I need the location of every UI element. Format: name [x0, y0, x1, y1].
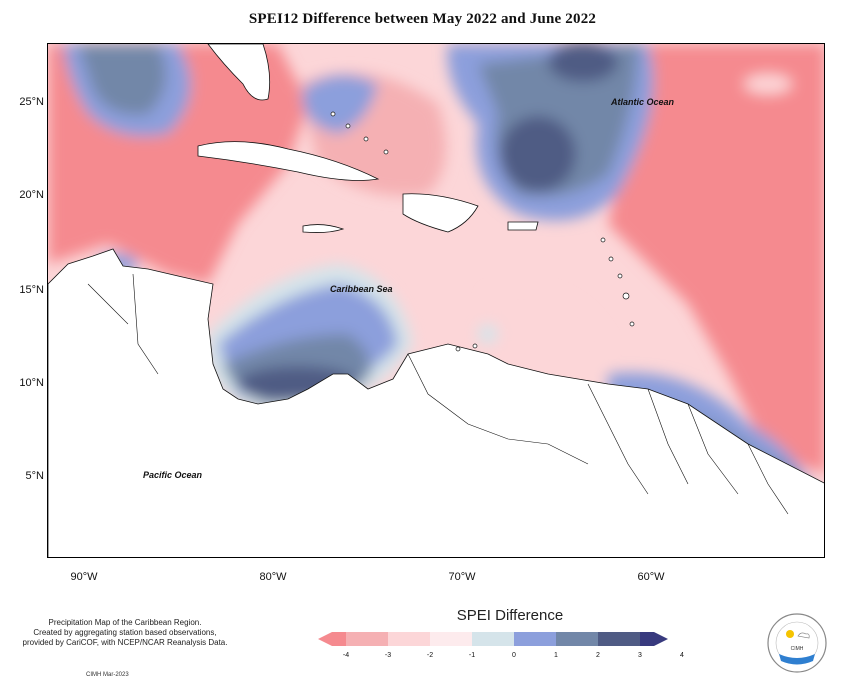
- lon-label-80w: 80°W: [259, 571, 287, 583]
- legend-swatch: [556, 632, 598, 646]
- legend-tick-label: -3: [384, 652, 392, 659]
- legend-swatch: [598, 632, 640, 646]
- lat-label-25n: 25°N: [19, 96, 44, 108]
- legend-swatch: [514, 632, 556, 646]
- pacific-ocean-label: Pacific Ocean: [143, 470, 203, 480]
- legend-swatch: [346, 632, 388, 646]
- legend-swatch: [472, 632, 514, 646]
- cimh-logo: CIMH: [767, 613, 827, 673]
- legend-tick-label: 4: [680, 652, 684, 659]
- wave-icon: [779, 654, 815, 665]
- legend-tick-label: 1: [554, 652, 558, 659]
- small-islands: [330, 111, 635, 352]
- legend-tick-label: 3: [638, 652, 642, 659]
- legend-swatch: [318, 632, 346, 646]
- logo-text: CIMH: [791, 646, 804, 652]
- legend-colorbar: [318, 632, 668, 646]
- footnote-line-2: Created by aggregating station based obs…: [33, 628, 217, 637]
- atlantic-ocean-label: Atlantic Ocean: [611, 97, 675, 107]
- spei-map: [47, 43, 825, 558]
- footnote-line-3: provided by CariCOF, with NCEP/NCAR Rean…: [22, 638, 228, 647]
- lat-label-5n: 5°N: [25, 470, 44, 482]
- lon-label-90w: 90°W: [70, 571, 98, 583]
- landmass-outlines: [48, 44, 824, 557]
- credit-text: CIMH Mar-2023: [86, 672, 129, 678]
- legend-swatch: [640, 632, 668, 646]
- map-footnote: Precipitation Map of the Caribbean Regio…: [0, 618, 250, 648]
- legend-tick-label: -4: [342, 652, 350, 659]
- lon-label-70w: 70°W: [448, 571, 476, 583]
- legend-tick-label: 0: [512, 652, 516, 659]
- legend-swatch: [430, 632, 472, 646]
- lon-label-60w: 60°W: [637, 571, 665, 583]
- lat-label-10n: 10°N: [19, 377, 44, 389]
- lat-label-20n: 20°N: [19, 189, 44, 201]
- legend-tick-label: 2: [596, 652, 600, 659]
- legend-tick-label: -2: [426, 652, 434, 659]
- footnote-line-1: Precipitation Map of the Caribbean Regio…: [48, 618, 202, 627]
- legend-swatch: [388, 632, 430, 646]
- caribbean-sea-label: Caribbean Sea: [330, 284, 393, 294]
- map-title: SPEI12 Difference between May 2022 and J…: [248, 11, 597, 27]
- country-borders: [87, 273, 789, 515]
- legend-title: SPEI Difference: [456, 607, 564, 624]
- map-canvas: [48, 44, 824, 557]
- sun-icon: [786, 630, 794, 638]
- lat-label-15n: 15°N: [19, 284, 44, 296]
- cloud-icon: [797, 632, 810, 639]
- legend-tick-label: -1: [468, 652, 476, 659]
